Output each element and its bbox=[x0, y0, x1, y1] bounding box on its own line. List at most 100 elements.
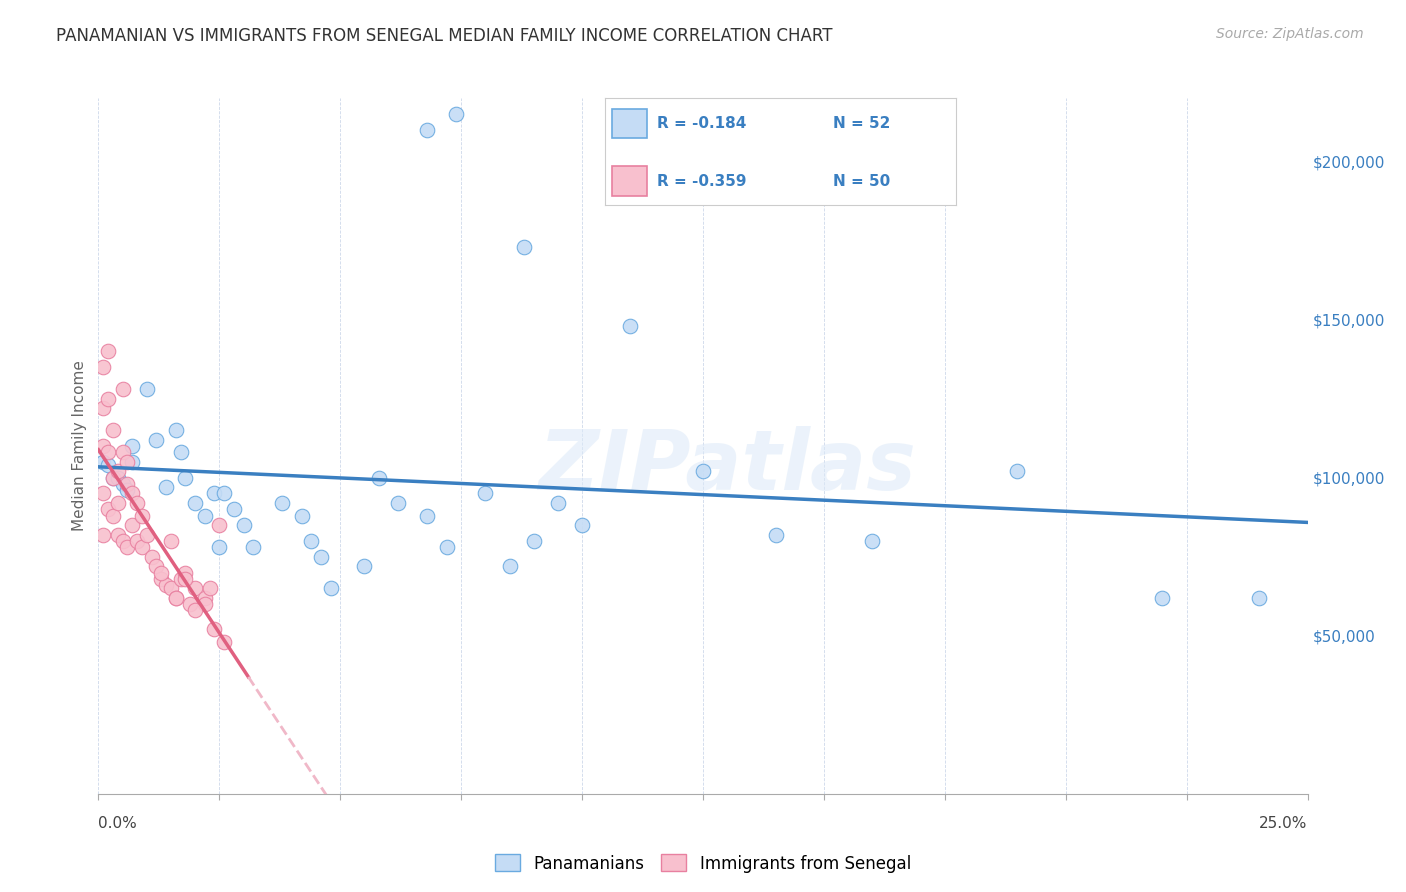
Point bbox=[121, 518, 143, 533]
Point bbox=[416, 122, 439, 136]
Point bbox=[117, 540, 139, 554]
Point bbox=[212, 486, 235, 500]
Point bbox=[208, 518, 231, 533]
Point bbox=[765, 527, 787, 541]
Point bbox=[91, 527, 114, 541]
Point bbox=[141, 549, 163, 564]
Point bbox=[107, 496, 129, 510]
Point bbox=[179, 597, 201, 611]
Point bbox=[353, 559, 375, 574]
Point bbox=[107, 527, 129, 541]
Point bbox=[184, 603, 207, 617]
Text: PANAMANIAN VS IMMIGRANTS FROM SENEGAL MEDIAN FAMILY INCOME CORRELATION CHART: PANAMANIAN VS IMMIGRANTS FROM SENEGAL ME… bbox=[56, 27, 832, 45]
Point bbox=[165, 591, 187, 605]
Text: N = 52: N = 52 bbox=[832, 116, 890, 131]
Point bbox=[169, 572, 191, 586]
Point bbox=[111, 445, 134, 459]
Point bbox=[474, 486, 496, 500]
Point bbox=[368, 470, 391, 484]
Point bbox=[184, 496, 207, 510]
Point bbox=[547, 496, 569, 510]
Point bbox=[204, 623, 226, 637]
Point bbox=[174, 572, 197, 586]
Point bbox=[860, 533, 883, 548]
Point bbox=[101, 470, 124, 484]
Point bbox=[107, 464, 129, 478]
Text: Source: ZipAtlas.com: Source: ZipAtlas.com bbox=[1216, 27, 1364, 41]
Point bbox=[416, 508, 439, 523]
Point bbox=[194, 591, 217, 605]
Point bbox=[319, 582, 342, 596]
Point bbox=[111, 533, 134, 548]
Point bbox=[523, 533, 546, 548]
Point bbox=[1249, 591, 1271, 605]
Point bbox=[242, 540, 264, 554]
Point bbox=[290, 508, 312, 523]
Point bbox=[97, 502, 120, 516]
Point bbox=[127, 533, 149, 548]
Point bbox=[145, 559, 167, 574]
Point bbox=[150, 566, 173, 580]
Point bbox=[127, 496, 149, 510]
Point bbox=[107, 470, 129, 484]
Point bbox=[165, 591, 187, 605]
Text: R = -0.184: R = -0.184 bbox=[658, 116, 747, 131]
Point bbox=[117, 477, 139, 491]
Point bbox=[117, 455, 139, 469]
Point bbox=[198, 582, 221, 596]
Point bbox=[91, 439, 114, 453]
Point bbox=[121, 439, 143, 453]
Point bbox=[91, 486, 114, 500]
Legend: Panamanians, Immigrants from Senegal: Panamanians, Immigrants from Senegal bbox=[488, 847, 918, 880]
Point bbox=[160, 533, 183, 548]
Point bbox=[299, 533, 322, 548]
Point bbox=[169, 445, 191, 459]
Point bbox=[174, 470, 197, 484]
Point bbox=[619, 318, 641, 333]
Point bbox=[232, 518, 254, 533]
Point bbox=[97, 344, 120, 359]
Point bbox=[387, 496, 409, 510]
Point bbox=[97, 445, 120, 459]
Point bbox=[212, 635, 235, 649]
FancyBboxPatch shape bbox=[612, 166, 647, 195]
Point bbox=[155, 480, 177, 494]
Point bbox=[155, 578, 177, 592]
Point bbox=[150, 572, 173, 586]
Y-axis label: Median Family Income: Median Family Income bbox=[72, 360, 87, 532]
Point bbox=[101, 508, 124, 523]
Point bbox=[101, 423, 124, 437]
Point bbox=[309, 549, 332, 564]
Point bbox=[135, 527, 157, 541]
Point bbox=[1007, 464, 1029, 478]
Point bbox=[131, 508, 153, 523]
Point bbox=[208, 540, 231, 554]
Point bbox=[97, 458, 120, 472]
Point bbox=[498, 559, 520, 574]
Point bbox=[121, 455, 143, 469]
Text: N = 50: N = 50 bbox=[832, 174, 890, 188]
FancyBboxPatch shape bbox=[612, 109, 647, 138]
Point bbox=[194, 597, 217, 611]
Point bbox=[97, 392, 120, 406]
Point bbox=[165, 423, 187, 437]
Point bbox=[121, 486, 143, 500]
Point bbox=[271, 496, 294, 510]
Text: ZIPatlas: ZIPatlas bbox=[538, 426, 917, 508]
Text: 25.0%: 25.0% bbox=[1260, 816, 1308, 831]
Point bbox=[446, 107, 468, 121]
Point bbox=[184, 582, 207, 596]
Point bbox=[692, 464, 714, 478]
Point bbox=[513, 240, 536, 254]
Point bbox=[101, 470, 124, 484]
Point bbox=[117, 483, 139, 498]
Point bbox=[174, 566, 197, 580]
Text: 0.0%: 0.0% bbox=[98, 816, 138, 831]
Point bbox=[571, 518, 593, 533]
Point bbox=[222, 502, 245, 516]
Point bbox=[145, 433, 167, 447]
Point bbox=[111, 382, 134, 396]
Point bbox=[204, 486, 226, 500]
Text: R = -0.359: R = -0.359 bbox=[658, 174, 747, 188]
Point bbox=[135, 382, 157, 396]
